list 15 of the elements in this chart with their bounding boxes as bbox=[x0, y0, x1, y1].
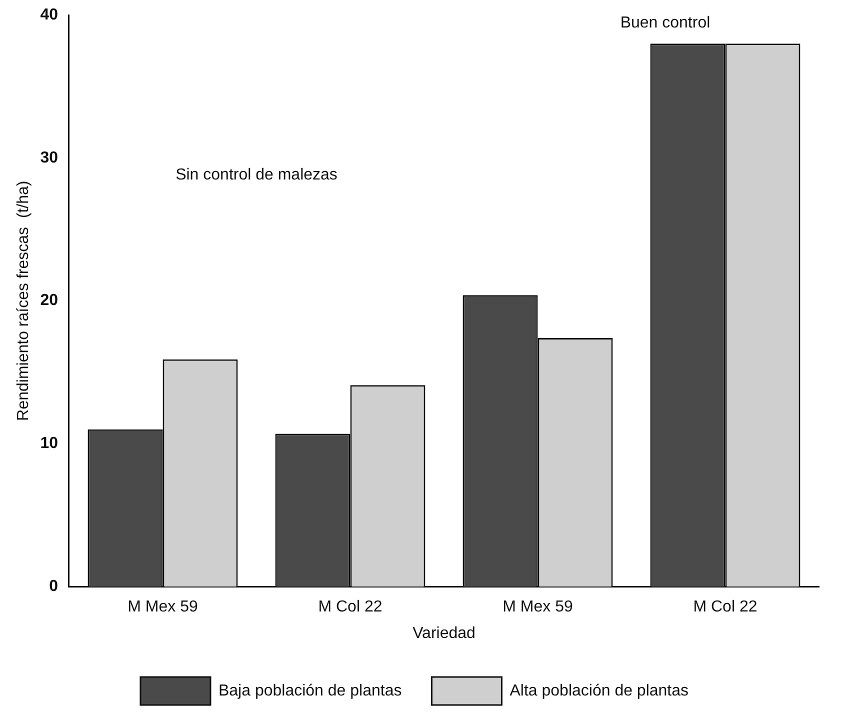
y-tick-label: 10 bbox=[40, 435, 58, 452]
x-tick-label: M Col 22 bbox=[693, 598, 758, 616]
annotation: Sin control de malezas bbox=[176, 166, 338, 184]
y-tick-label: 20 bbox=[40, 292, 58, 310]
legend-label: Alta población de plantas bbox=[510, 682, 689, 700]
y-tick-label: 40 bbox=[40, 6, 58, 24]
y-tick-label: 0 bbox=[49, 578, 58, 596]
y-tick-label: 30 bbox=[40, 149, 58, 166]
y-axis-title: Rendimiento raíces frescas (t/ha) bbox=[15, 180, 32, 421]
annotation: Buen control bbox=[620, 14, 710, 32]
x-tick-label: M Mex 59 bbox=[128, 598, 198, 616]
x-axis-title: Variedad bbox=[412, 624, 476, 642]
legend-label: Baja población de plantas bbox=[218, 682, 402, 700]
x-tick-label: M Mex 59 bbox=[502, 598, 573, 616]
x-tick-label: M Col 22 bbox=[318, 598, 382, 616]
